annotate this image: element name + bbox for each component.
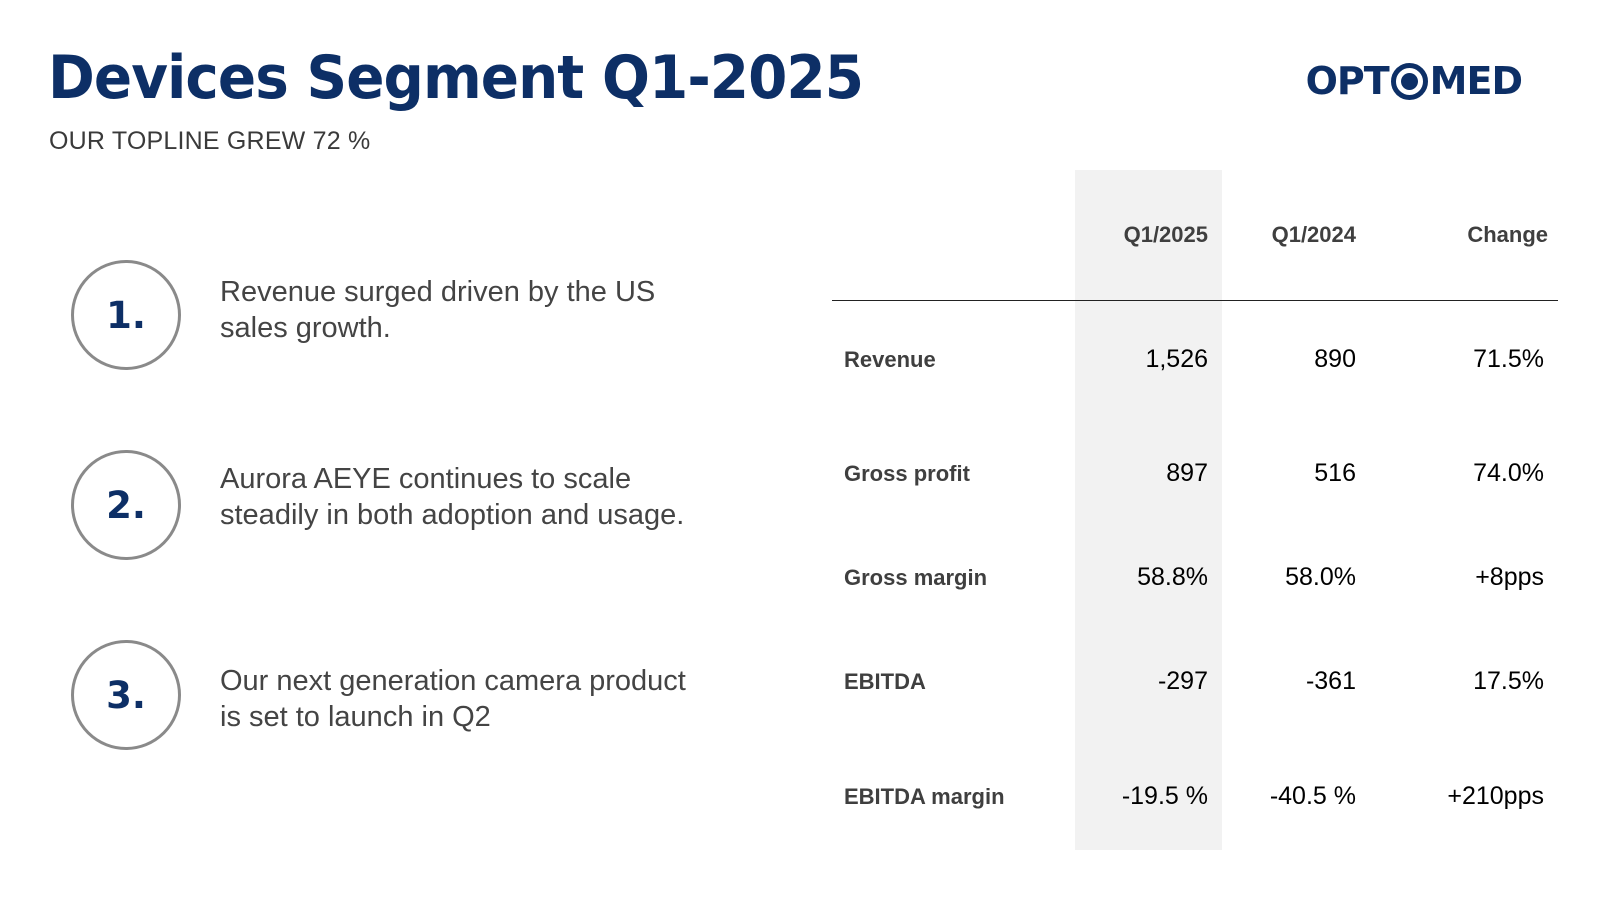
table-cell: -297 [1157, 667, 1208, 695]
row-label: EBITDA margin [844, 784, 1005, 809]
point-text: Revenue surged driven by the US sales gr… [220, 276, 656, 344]
table-cell: 71.5% [1473, 345, 1544, 373]
point-text: Aurora AEYE continues to scale steadily … [220, 463, 685, 531]
point-number-badge: 1. [71, 260, 181, 370]
table-cell: +8pps [1475, 563, 1544, 591]
table-cell: 58.8% [1137, 563, 1208, 591]
row-label: Gross margin [844, 565, 988, 590]
table-cell: 74.0% [1473, 459, 1544, 487]
row-label: Gross profit [844, 461, 970, 486]
table-cell: 890 [1314, 345, 1356, 373]
page-subtitle: OUR TOPLINE GREW 72 % [49, 127, 371, 155]
header-divider [832, 300, 1558, 301]
column-header-q1-2025: Q1/2025 [1123, 222, 1208, 247]
table-cell: -19.5 % [1121, 782, 1208, 810]
logo-text-right: MED [1429, 59, 1523, 103]
eye-icon [1390, 62, 1428, 100]
key-point-2: 2. Aurora AEYE continues to scale steadi… [71, 450, 711, 562]
column-header-q1-2024: Q1/2024 [1271, 222, 1356, 247]
column-header-change: Change [1467, 222, 1548, 247]
key-point-1: 1. Revenue surged driven by the US sales… [71, 260, 711, 372]
row-label: EBITDA [844, 669, 926, 694]
table-cell: 58.0% [1285, 563, 1356, 591]
table-cell: -40.5 % [1269, 782, 1356, 810]
page-title: Devices Segment Q1-2025 [48, 43, 864, 113]
optomed-logo: OPT MED [1305, 56, 1523, 106]
point-number-badge: 2. [71, 450, 181, 560]
highlight-column-q1-2025 [1075, 170, 1222, 850]
point-number-badge: 3. [71, 640, 181, 750]
table-cell: 516 [1314, 459, 1356, 487]
table-cell: 897 [1166, 459, 1208, 487]
table-cell: -361 [1305, 667, 1356, 695]
logo-text-left: OPT [1305, 59, 1390, 103]
table-cell: 17.5% [1473, 667, 1544, 695]
table-cell: +210pps [1447, 782, 1544, 810]
row-label: Revenue [844, 347, 936, 372]
point-text: Our next generation camera product is se… [220, 665, 686, 733]
table-cell: 1,526 [1145, 345, 1208, 373]
key-point-3: 3. Our next generation camera product is… [71, 640, 711, 752]
